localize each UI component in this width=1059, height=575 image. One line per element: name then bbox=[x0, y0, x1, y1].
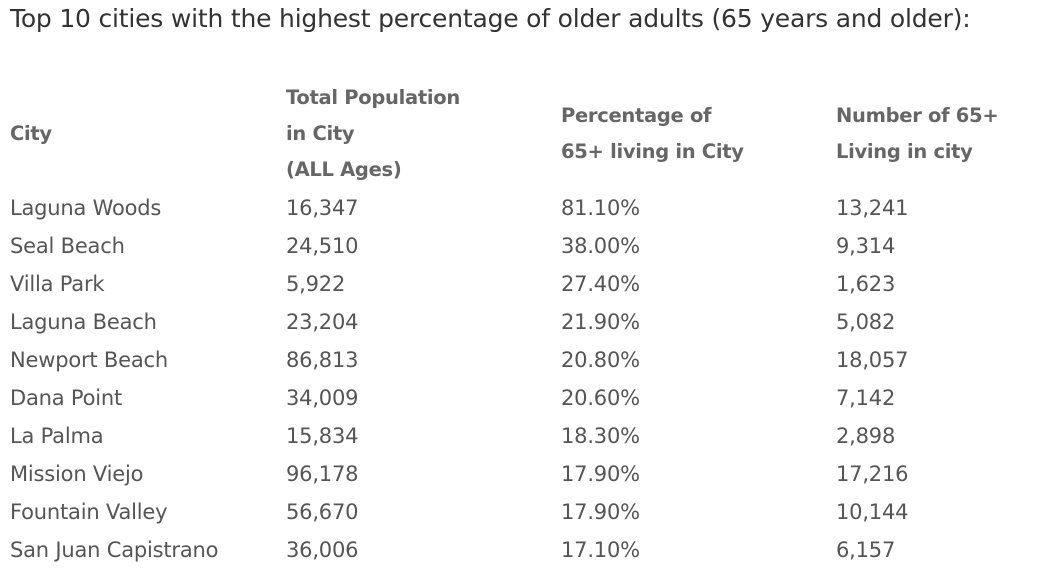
header-line: Number of 65+ bbox=[836, 104, 999, 127]
percentage-cell: 27.40% bbox=[561, 272, 640, 296]
city-cell: Mission Viejo bbox=[10, 462, 144, 486]
number-cell: 7,142 bbox=[836, 386, 896, 410]
population-cell: 86,813 bbox=[286, 348, 359, 372]
number-cell: 18,057 bbox=[836, 348, 909, 372]
table-row: Newport Beach 86,813 20.80% 18,057 bbox=[0, 341, 1059, 379]
city-cell: Dana Point bbox=[10, 386, 123, 410]
population-cell: 23,204 bbox=[286, 310, 359, 334]
table-row: Mission Viejo 96,178 17.90% 17,216 bbox=[0, 455, 1059, 493]
table-row: La Palma 15,834 18.30% 2,898 bbox=[0, 417, 1059, 455]
header-line: (ALL Ages) bbox=[286, 158, 402, 181]
population-cell: 24,510 bbox=[286, 234, 359, 258]
column-header-percentage: Percentage of 65+ living in City bbox=[561, 98, 744, 170]
number-cell: 13,241 bbox=[836, 196, 909, 220]
table-row: Seal Beach 24,510 38.00% 9,314 bbox=[0, 227, 1059, 265]
percentage-cell: 81.10% bbox=[561, 196, 640, 220]
city-cell: Seal Beach bbox=[10, 234, 125, 258]
header-line: Percentage of bbox=[561, 104, 712, 127]
city-cell: Villa Park bbox=[10, 272, 105, 296]
header-line: City bbox=[10, 122, 52, 145]
number-cell: 9,314 bbox=[836, 234, 896, 258]
population-cell: 16,347 bbox=[286, 196, 359, 220]
number-cell: 5,082 bbox=[836, 310, 896, 334]
population-cell: 15,834 bbox=[286, 424, 359, 448]
column-header-number-65-plus: Number of 65+ Living in city bbox=[836, 98, 999, 170]
column-header-city: City bbox=[10, 116, 52, 152]
number-cell: 6,157 bbox=[836, 538, 896, 562]
population-cell: 34,009 bbox=[286, 386, 359, 410]
city-cell: Fountain Valley bbox=[10, 500, 168, 524]
city-cell: Laguna Woods bbox=[10, 196, 162, 220]
header-line: Living in city bbox=[836, 140, 973, 163]
population-cell: 36,006 bbox=[286, 538, 359, 562]
percentage-cell: 21.90% bbox=[561, 310, 640, 334]
population-cell: 5,922 bbox=[286, 272, 346, 296]
page-title: Top 10 cities with the highest percentag… bbox=[10, 4, 971, 33]
percentage-cell: 17.90% bbox=[561, 462, 640, 486]
table-body: Laguna Woods 16,347 81.10% 13,241 Seal B… bbox=[0, 189, 1059, 569]
table-row: Laguna Woods 16,347 81.10% 13,241 bbox=[0, 189, 1059, 227]
table-row: Dana Point 34,009 20.60% 7,142 bbox=[0, 379, 1059, 417]
city-cell: Laguna Beach bbox=[10, 310, 157, 334]
percentage-cell: 38.00% bbox=[561, 234, 640, 258]
number-cell: 2,898 bbox=[836, 424, 896, 448]
header-line: Total Population bbox=[286, 86, 460, 109]
percentage-cell: 17.90% bbox=[561, 500, 640, 524]
percentage-cell: 20.60% bbox=[561, 386, 640, 410]
table-row: Fountain Valley 56,670 17.90% 10,144 bbox=[0, 493, 1059, 531]
header-line: in City bbox=[286, 122, 355, 145]
percentage-cell: 17.10% bbox=[561, 538, 640, 562]
city-cell: La Palma bbox=[10, 424, 104, 448]
percentage-cell: 18.30% bbox=[561, 424, 640, 448]
table-row: San Juan Capistrano 36,006 17.10% 6,157 bbox=[0, 531, 1059, 569]
city-cell: Newport Beach bbox=[10, 348, 168, 372]
number-cell: 17,216 bbox=[836, 462, 909, 486]
table-row: Villa Park 5,922 27.40% 1,623 bbox=[0, 265, 1059, 303]
population-cell: 56,670 bbox=[286, 500, 359, 524]
header-line: 65+ living in City bbox=[561, 140, 744, 163]
population-cell: 96,178 bbox=[286, 462, 359, 486]
number-cell: 10,144 bbox=[836, 500, 909, 524]
city-cell: San Juan Capistrano bbox=[10, 538, 219, 562]
number-cell: 1,623 bbox=[836, 272, 896, 296]
percentage-cell: 20.80% bbox=[561, 348, 640, 372]
table-row: Laguna Beach 23,204 21.90% 5,082 bbox=[0, 303, 1059, 341]
column-header-total-population: Total Population in City (ALL Ages) bbox=[286, 80, 460, 188]
